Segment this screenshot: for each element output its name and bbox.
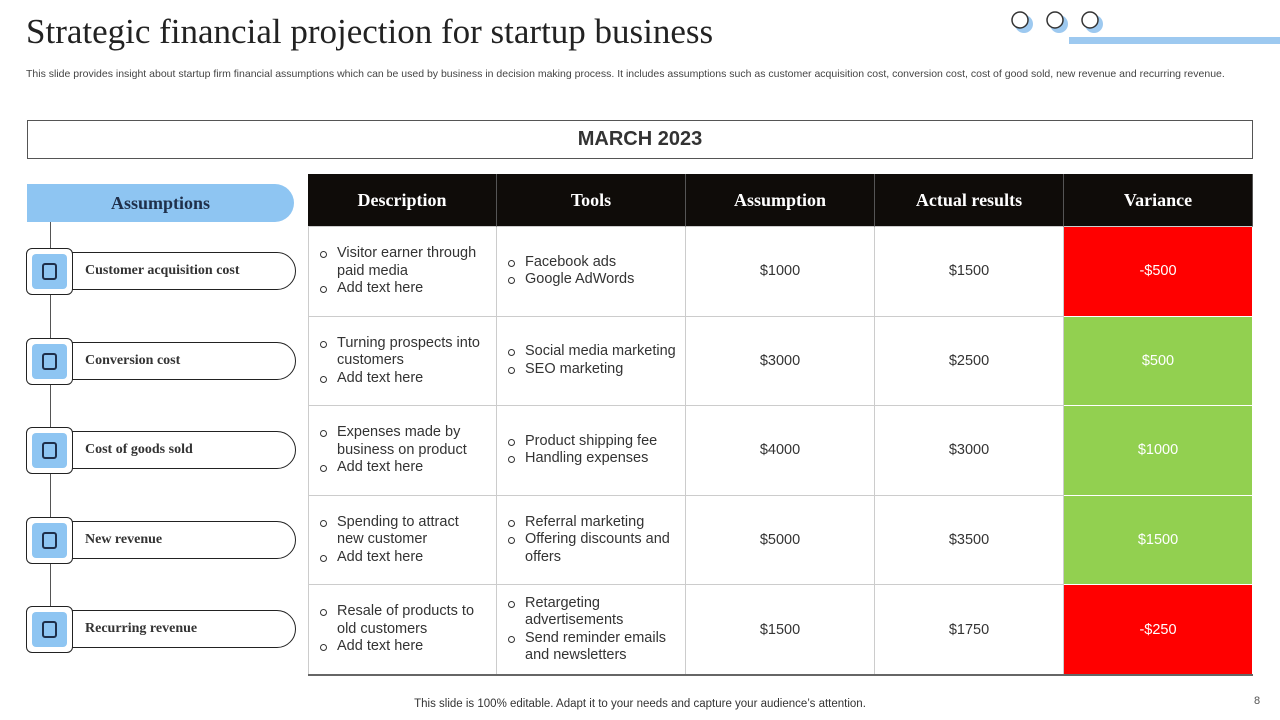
assumptions-heading: Assumptions bbox=[27, 184, 294, 222]
description-list: Turning prospects into customers Add text… bbox=[309, 335, 496, 388]
tools-cell: Social media marketing SEO marketing bbox=[497, 316, 686, 407]
item-icon-glyph bbox=[42, 263, 57, 280]
tools-list: Social media marketing SEO marketing bbox=[497, 343, 685, 378]
variance-cell: $1500 bbox=[1064, 495, 1253, 586]
tools-item: Send reminder emails and newsletters bbox=[508, 630, 677, 665]
actual-cell: $2500 bbox=[875, 316, 1064, 407]
description-cell: Visitor earner through paid media Add tex… bbox=[308, 227, 497, 317]
actual-cell: $3000 bbox=[875, 406, 1064, 496]
table-bottom-rule bbox=[308, 674, 1253, 676]
actual-cell: $1750 bbox=[875, 585, 1064, 675]
item-icon-glyph bbox=[42, 621, 57, 639]
decoration bbox=[1011, 11, 1280, 44]
tools-list: Product shipping fee Handling expenses bbox=[497, 433, 685, 468]
item-icon-frame bbox=[26, 427, 73, 475]
page-number: 8 bbox=[1254, 695, 1261, 707]
description-item: Spending to attract new customer bbox=[320, 514, 488, 549]
period-header: MARCH 2023 bbox=[27, 120, 1253, 159]
assumption-cell: $4000 bbox=[686, 406, 875, 496]
description-item: Add text here bbox=[320, 280, 488, 298]
description-item: Add text here bbox=[320, 549, 488, 567]
description-list: Visitor earner through paid media Add tex… bbox=[309, 245, 496, 298]
item-pill: Conversion cost bbox=[60, 341, 296, 380]
item-icon bbox=[32, 254, 67, 289]
description-list: Resale of products to old customers Add t… bbox=[309, 603, 496, 656]
description-cell: Spending to attract new customer Add text… bbox=[308, 495, 497, 586]
description-item: Turning prospects into customers bbox=[320, 335, 488, 370]
item-pill: Recurring revenue bbox=[60, 610, 296, 649]
item-icon-frame bbox=[26, 337, 73, 385]
tools-cell: Referral marketing Offering discounts and… bbox=[497, 495, 686, 586]
item-icon-glyph bbox=[42, 531, 57, 549]
item-icon-frame bbox=[26, 606, 73, 654]
tools-item: SEO marketing bbox=[508, 361, 677, 379]
tools-item: Product shipping fee bbox=[508, 433, 677, 451]
connector bbox=[50, 221, 51, 630]
variance-cell: $500 bbox=[1064, 316, 1253, 407]
description-item: Visitor earner through paid media bbox=[320, 245, 488, 280]
variance-cell: -$250 bbox=[1064, 585, 1253, 675]
description-list: Spending to attract new customer Add text… bbox=[309, 514, 496, 567]
tools-cell: Facebook ads Google AdWords bbox=[497, 227, 686, 317]
item-icon bbox=[32, 433, 67, 469]
assumption-cell: $1000 bbox=[686, 227, 875, 317]
item-icon-frame bbox=[26, 248, 73, 295]
tools-list: Retargeting advertisements Send reminder … bbox=[497, 595, 685, 665]
tools-item: Referral marketing bbox=[508, 514, 677, 532]
tools-item: Social media marketing bbox=[508, 343, 676, 360]
item-pill: New revenue bbox=[60, 520, 296, 559]
item-icon-glyph bbox=[42, 442, 57, 460]
column-header: Actual results bbox=[875, 174, 1064, 227]
variance-cell: $1000 bbox=[1064, 406, 1253, 496]
item-pill: Customer acquisition cost bbox=[60, 252, 296, 290]
actual-cell: $1500 bbox=[875, 227, 1064, 317]
tools-cell: Retargeting advertisements Send reminder … bbox=[497, 585, 686, 675]
description-list: Expenses made by business on product Add … bbox=[309, 424, 496, 477]
item-icon-frame bbox=[26, 516, 73, 564]
actual-cell: $3500 bbox=[875, 495, 1064, 586]
tools-item: Google AdWords bbox=[508, 271, 677, 289]
subtitle: This slide provides insight about startu… bbox=[26, 68, 1225, 80]
tools-item: Facebook ads bbox=[508, 254, 677, 272]
tools-list: Facebook ads Google AdWords bbox=[497, 254, 685, 289]
column-header: Tools bbox=[497, 174, 686, 227]
description-cell: Turning prospects into customers Add text… bbox=[308, 316, 497, 407]
description-item: Resale of products to old customers bbox=[320, 603, 488, 638]
column-header: Description bbox=[308, 174, 497, 227]
tools-item: Retargeting advertisements bbox=[508, 595, 677, 630]
variance-cell: -$500 bbox=[1064, 227, 1253, 317]
description-item: Add text here bbox=[320, 370, 488, 388]
item-icon bbox=[32, 522, 67, 558]
description-item: Add text here bbox=[320, 459, 488, 477]
tools-item: Handling expenses bbox=[508, 450, 677, 468]
assumption-cell: $5000 bbox=[686, 495, 875, 586]
description-cell: Expenses made by business on product Add … bbox=[308, 406, 497, 496]
description-cell: Resale of products to old customers Add t… bbox=[308, 585, 497, 675]
item-icon bbox=[32, 343, 67, 379]
tools-list: Referral marketing Offering discounts and… bbox=[497, 514, 685, 567]
tools-item: Offering discounts and offers bbox=[508, 531, 677, 566]
description-item: Expenses made by business on product bbox=[320, 424, 488, 459]
item-icon-glyph bbox=[42, 352, 57, 370]
item-icon bbox=[32, 612, 67, 648]
assumption-cell: $3000 bbox=[686, 316, 875, 407]
title: Strategic financial projection for start… bbox=[26, 12, 714, 51]
footer: This slide is 100% editable. Adapt it to… bbox=[414, 698, 866, 710]
column-header: Assumption bbox=[686, 174, 875, 227]
column-header: Variance bbox=[1064, 174, 1253, 227]
item-pill: Cost of goods sold bbox=[60, 431, 296, 470]
assumption-cell: $1500 bbox=[686, 585, 875, 675]
tools-cell: Product shipping fee Handling expenses bbox=[497, 406, 686, 496]
description-item: Add text here bbox=[320, 638, 488, 656]
